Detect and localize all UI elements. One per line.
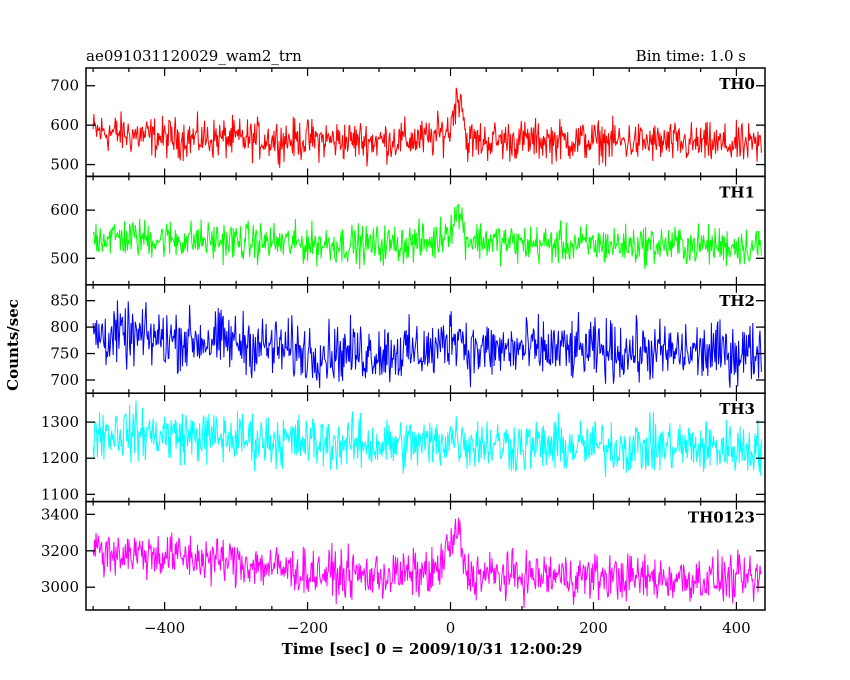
y-tick-label: 3400 [41, 505, 79, 523]
y-tick-label: 3000 [41, 578, 79, 596]
series-line-th2 [92, 300, 762, 389]
y-tick-label: 600 [50, 201, 79, 219]
y-tick-label: 750 [50, 345, 79, 363]
y-tick-label: 1100 [41, 485, 79, 503]
panel-label-th3: TH3 [719, 400, 755, 418]
x-tick-label: 0 [446, 619, 456, 637]
panel-frame [85, 175, 766, 286]
y-tick-label: 1300 [41, 413, 79, 431]
x-tick-label: −200 [287, 619, 328, 637]
y-axis-label: Counts/sec [4, 299, 22, 391]
y-tick-label: 500 [50, 156, 79, 174]
y-tick-label: 3200 [41, 542, 79, 560]
y-tick-label: 700 [50, 77, 79, 95]
panel-frame [85, 67, 766, 178]
y-tick-label: 1200 [41, 449, 79, 467]
series-line-th0123 [92, 517, 762, 608]
series-line-th3 [92, 400, 762, 478]
x-tick-label: −400 [144, 619, 185, 637]
panels-group: 500 600 700 TH0 500 600 TH1 700 750 800 850 TH2 1100… [41, 67, 766, 611]
x-axis-label: Time [sec] 0 = 2009/10/31 12:00:29 [282, 640, 583, 658]
panel-th1: 500 600 TH1 [50, 175, 766, 286]
x-tick-label: 200 [579, 619, 608, 637]
x-tick-label: 400 [722, 619, 751, 637]
y-tick-label: 600 [50, 116, 79, 134]
x-axis: −400 −200 0 200 400 [144, 619, 751, 637]
panel-frame [85, 500, 766, 611]
panel-th0: 500 600 700 TH0 [50, 67, 766, 178]
chart-title: ae091031120029_wam2_trn [86, 47, 302, 65]
series-line-th1 [92, 203, 762, 270]
y-tick-label: 800 [50, 318, 79, 336]
panel-label-th1: TH1 [719, 183, 755, 201]
y-tick-label: 500 [50, 249, 79, 267]
panel-label-th0: TH0 [719, 75, 755, 93]
panel-label-th0123: TH0123 [688, 509, 755, 527]
bin-time-label: Bin time: 1.0 s [636, 47, 746, 65]
panel-th2: 700 750 800 850 TH2 [50, 284, 766, 394]
panel-th3: 1100 1200 1300 TH3 [41, 392, 766, 503]
y-tick-label: 850 [50, 292, 79, 310]
panel-label-th2: TH2 [719, 292, 755, 310]
y-tick-label: 700 [50, 371, 79, 389]
series-line-th0 [92, 87, 762, 168]
panel-th0123: 3000 3200 3400 TH0123 [41, 500, 766, 611]
